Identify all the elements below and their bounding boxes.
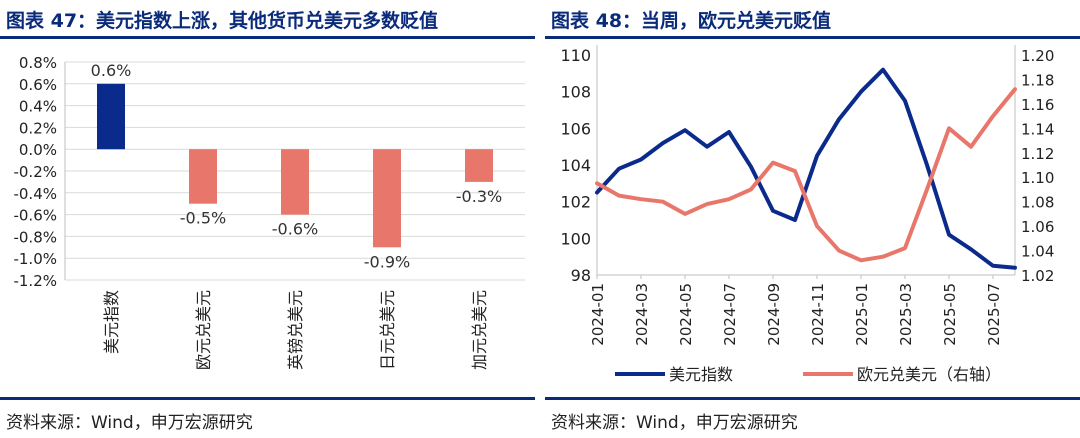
y-tick-label: -0.4%: [13, 185, 57, 203]
legend-usd-index-label: 美元指数: [669, 365, 733, 384]
y-tick-label: 0.4%: [19, 98, 57, 116]
chart-title-right: 图表 48：当周，欧元兑美元贬值: [551, 10, 832, 32]
title-rule-right: [545, 36, 1080, 39]
data-label: -0.3%: [456, 187, 502, 206]
y-right-tick-label: 1.04: [1021, 243, 1054, 261]
y-left-tick-label: 108: [560, 83, 591, 102]
x-tick-label: 2024-07: [721, 283, 739, 346]
x-tick-label: 2024-01: [589, 283, 607, 346]
y-right-tick-label: 1.16: [1021, 96, 1054, 114]
y-right-tick-label: 1.20: [1021, 47, 1054, 65]
source-rule-left: [0, 397, 535, 400]
data-label: -0.5%: [180, 209, 226, 228]
data-label: 0.6%: [91, 61, 132, 80]
y-tick-label: 0.0%: [19, 141, 57, 159]
bar-chart: 0.8% 0.6% 0.4% 0.2% 0.0% -0.2% -0.4% -0.6% -0.8%…: [13, 54, 525, 370]
source-note-right: 资料来源：Wind，申万宏源研究: [551, 413, 798, 433]
bar: [97, 83, 125, 150]
y-left-tick-label: 98: [571, 266, 591, 285]
x-category-label: 加元兑美元: [470, 290, 489, 370]
legend-eurusd-label: 欧元兑美元（右轴）: [857, 365, 1001, 384]
x-tick-label: 2024-11: [809, 283, 827, 346]
y-left-tick-label: 110: [560, 46, 591, 65]
y-right-tick-label: 1.10: [1021, 169, 1054, 187]
x-tick-label: 2025-07: [985, 283, 1003, 346]
line-chart: 110 108 106 104 102 100 98 1.20 1.18 1.16 1.14 1.12…: [560, 45, 1054, 384]
bar: [373, 149, 401, 248]
chart-title-left: 图表 47：美元指数上涨，其他货币兑美元多数贬值: [6, 10, 439, 32]
data-label: -0.6%: [272, 220, 318, 239]
source-note-left: 资料来源：Wind，申万宏源研究: [6, 413, 253, 433]
source-rule-right: [545, 397, 1080, 400]
series-line-eurusd: [595, 87, 1017, 263]
y-left-tick-label: 104: [560, 156, 591, 175]
bar: [281, 149, 309, 215]
x-tick-label: 2024-09: [765, 283, 783, 346]
y-tick-label: -1.0%: [13, 250, 57, 268]
x-tick-label: 2024-05: [677, 283, 695, 346]
x-category-label: 英镑兑美元: [286, 290, 305, 370]
y-tick-label: -1.2%: [13, 272, 57, 290]
y-tick-label: -0.2%: [13, 163, 57, 181]
y-tick-label: 0.2%: [19, 119, 57, 137]
x-tick-label: 2024-03: [633, 283, 651, 346]
y-right-tick-label: 1.14: [1021, 120, 1054, 138]
x-tick-label: 2025-03: [897, 283, 915, 346]
chart-panel-left: 图表 47：美元指数上涨，其他货币兑美元多数贬值 0.8% 0.6% 0.4% 0.2…: [0, 0, 535, 438]
x-tick-label: 2025-05: [941, 283, 959, 346]
y-right-tick-label: 1.06: [1021, 218, 1054, 236]
y-left-tick-label: 102: [560, 193, 591, 212]
title-rule-left: [0, 36, 535, 39]
y-tick-label: -0.8%: [13, 228, 57, 246]
y-right-tick-label: 1.18: [1021, 71, 1054, 89]
chart-panel-right: 图表 48：当周，欧元兑美元贬值 110 108 106 104 102 100 98 1.2…: [545, 0, 1080, 438]
y-right-tick-label: 1.02: [1021, 267, 1054, 285]
y-left-tick-label: 100: [560, 229, 591, 248]
data-label: -0.9%: [364, 252, 410, 271]
x-category-label: 美元指数: [102, 290, 121, 354]
y-tick-label: 0.8%: [19, 54, 57, 72]
y-tick-label: -0.6%: [13, 207, 57, 225]
x-category-label: 日元兑美元: [378, 290, 397, 370]
y-left-tick-label: 106: [560, 119, 591, 138]
y-right-tick-label: 1.08: [1021, 194, 1054, 212]
x-tick-label: 2025-01: [853, 283, 871, 346]
bar: [189, 149, 217, 204]
y-tick-label: 0.6%: [19, 76, 57, 94]
series-line-usd-index: [595, 67, 1017, 270]
y-right-tick-label: 1.12: [1021, 145, 1054, 163]
x-category-label: 欧元兑美元: [194, 290, 213, 370]
bar: [465, 149, 493, 182]
